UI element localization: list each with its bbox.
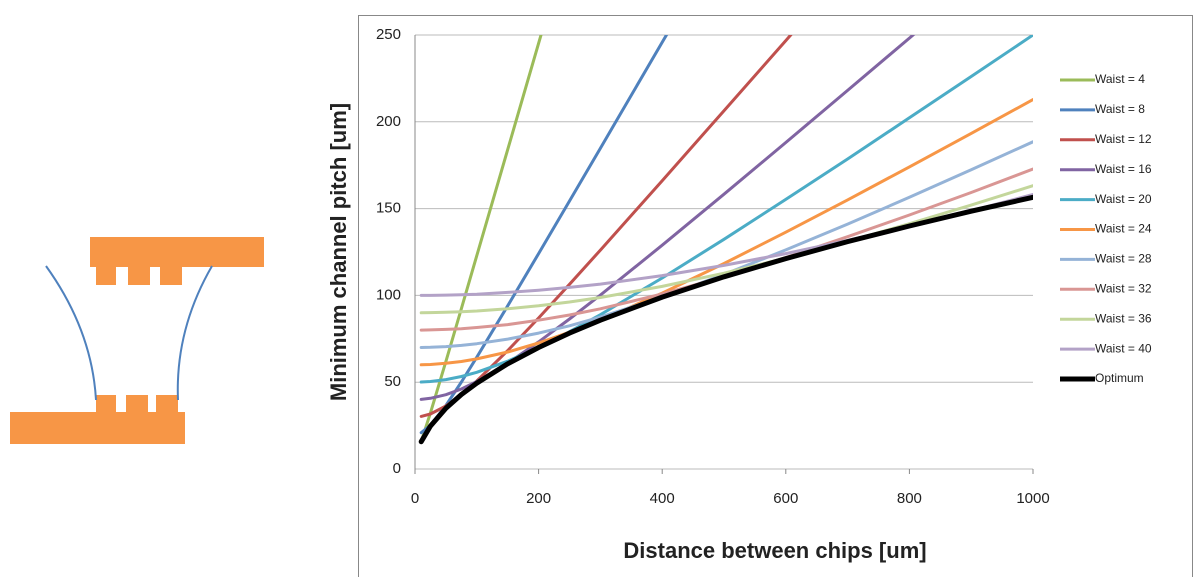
legend-label: Waist = 8 <box>1095 102 1145 116</box>
series-line <box>421 195 1033 296</box>
x-tick-label: 0 <box>411 490 419 507</box>
legend-label: Waist = 40 <box>1095 341 1152 355</box>
chip-diagram <box>10 237 264 444</box>
legend-label: Waist = 28 <box>1095 252 1152 266</box>
series-line <box>421 0 724 433</box>
figure: Distance between chips [um] Minimum chan… <box>0 0 1193 577</box>
legend-label: Waist = 36 <box>1095 311 1152 325</box>
series-line <box>421 0 569 442</box>
series-line <box>421 197 1033 441</box>
y-axis-title: Minimum channel pitch [um] <box>326 103 351 401</box>
x-tick-label: 800 <box>897 490 922 507</box>
series-line <box>421 142 1033 348</box>
legend-label: Waist = 4 <box>1095 72 1145 86</box>
top-pad <box>128 265 150 285</box>
y-tick-label: 100 <box>376 286 401 303</box>
y-tick-label: 0 <box>393 460 401 477</box>
bottom-chip <box>10 412 185 444</box>
legend-label: Waist = 12 <box>1095 132 1152 146</box>
bottom-pad <box>156 395 178 414</box>
legend-label: Waist = 20 <box>1095 192 1152 206</box>
beam-edge <box>178 266 212 400</box>
legend-label: Waist = 16 <box>1095 162 1152 176</box>
top-chip <box>90 237 264 267</box>
bottom-pad <box>96 395 116 414</box>
bottom-pad <box>126 395 148 414</box>
legend-label: Optimum <box>1095 371 1144 385</box>
y-tick-label: 250 <box>376 26 401 43</box>
top-pad <box>96 265 116 285</box>
legend-label: Waist = 32 <box>1095 281 1152 295</box>
legend-label: Waist = 24 <box>1095 222 1152 236</box>
y-tick-label: 150 <box>376 200 401 217</box>
x-tick-label: 200 <box>526 490 551 507</box>
plot-area <box>421 0 1033 442</box>
x-tick-label: 400 <box>650 490 675 507</box>
top-pad <box>160 265 182 285</box>
x-tick-label: 1000 <box>1016 490 1049 507</box>
x-tick-label: 600 <box>773 490 798 507</box>
x-axis-title: Distance between chips [um] <box>623 538 926 563</box>
beam-edge <box>46 266 96 400</box>
y-tick-label: 50 <box>384 373 401 390</box>
y-tick-label: 200 <box>376 113 401 130</box>
